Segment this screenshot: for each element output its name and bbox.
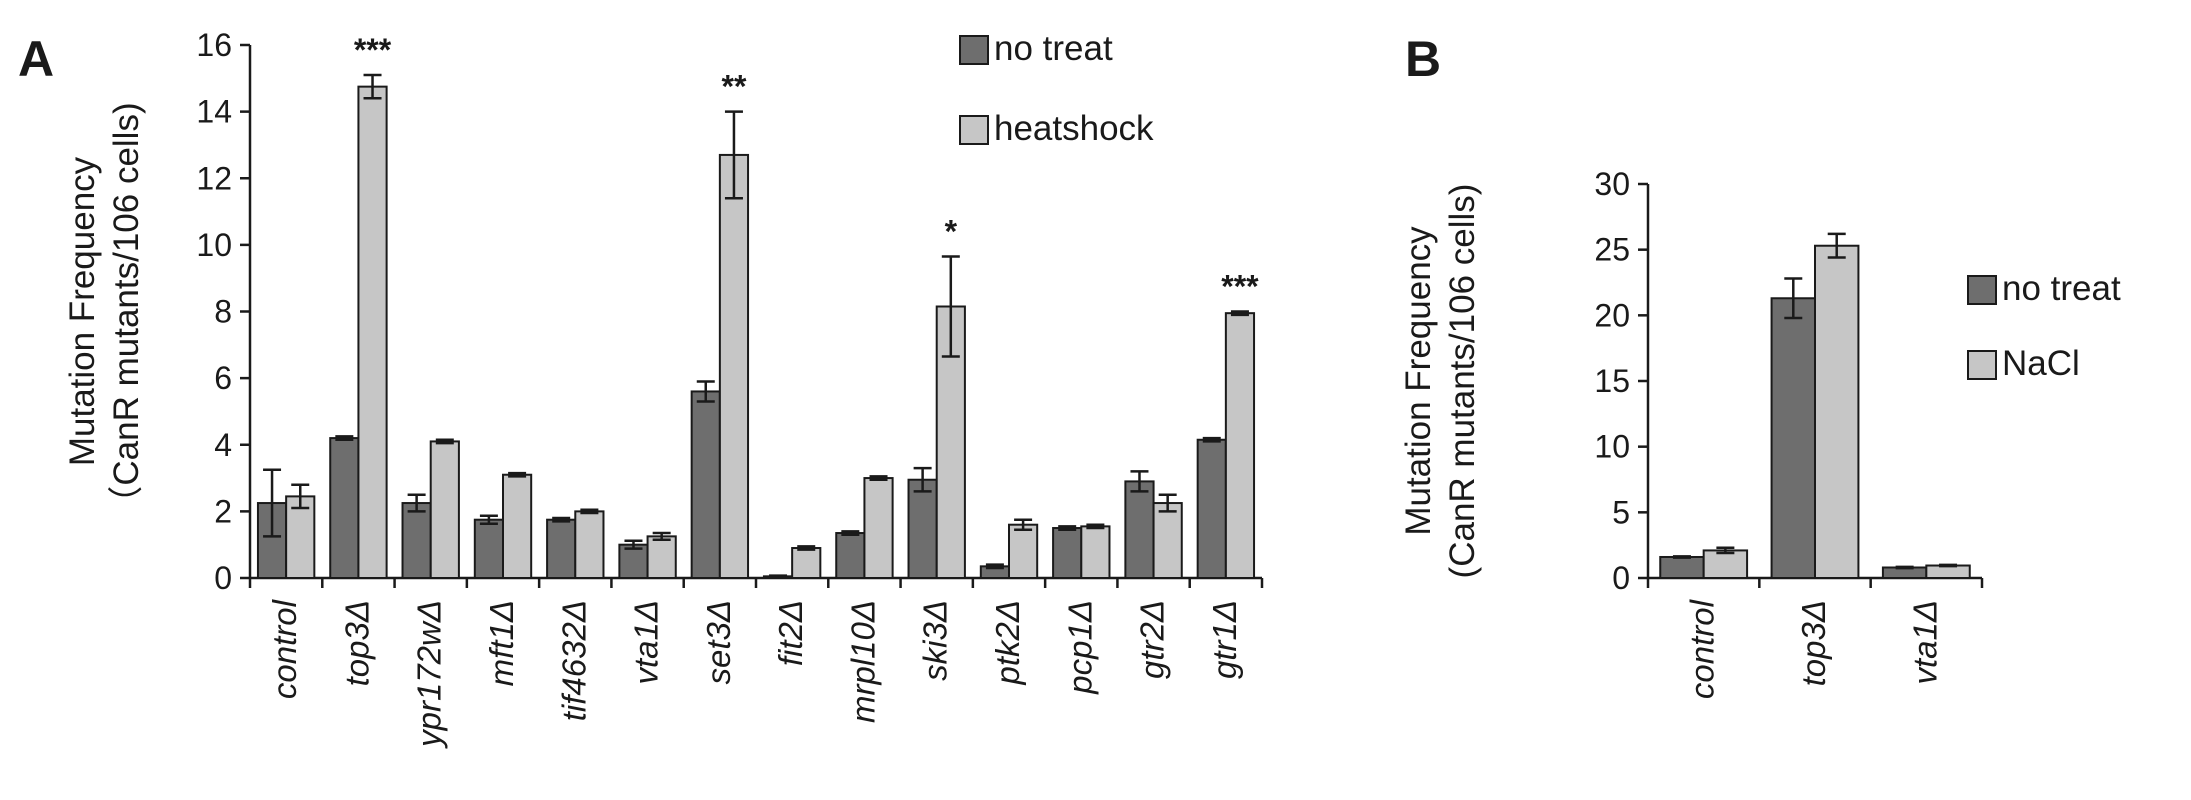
panel-a-category-label: ski3Δ [917,600,954,681]
panel-a-bar-treated [646,535,677,579]
panel-b-bar-no-treat [1659,555,1705,580]
panel-a-bar-treated [357,85,388,579]
panel-b-bar-treated [1814,244,1860,580]
panel-b-y-tick-label: 25 [1594,232,1630,268]
panel-a-bar-treated [502,473,533,580]
panel-a-category-label: mrpl10Δ [844,600,881,723]
panel-b-chart: B 0 5 10 15 20 25 30 Mutation Frequency (CanR mu… [1399,31,2121,699]
panel-a-y-tick-label: 16 [196,27,232,63]
panel-b-bar-treated [1702,549,1749,579]
panel-a-legend-swatch [959,35,989,65]
panel-a-category-label: control [266,598,303,699]
panel-a-category-label: ptk2Δ [989,600,1026,686]
panel-a-significance-marker: * [945,214,958,250]
panel-a-bar-no-treat [329,437,360,579]
panel-b-category-label: top3Δ [1795,600,1832,686]
panel-a-bar-treated [429,440,460,580]
panel-b-y-tick-label: 15 [1594,363,1630,399]
panel-a-category-label: top3Δ [338,600,375,686]
panel-b-category-label: control [1684,598,1721,699]
panel-b-y-tick-label: 30 [1594,166,1630,202]
panel-b-legend-swatch [1967,350,1997,380]
panel-a-category-label: tif4632Δ [555,600,592,721]
panel-b-legend-label: no treat [2002,269,2121,308]
panel-a-significance-marker: *** [354,32,392,68]
panel-a-category-label: fit2Δ [772,600,809,666]
panel-a-y-tick-label: 6 [214,360,232,396]
panel-a-bar-no-treat [1052,527,1083,579]
panel-b-bar-no-treat [1770,297,1816,579]
panel-a-bar-no-treat [401,502,432,579]
panel-b-letter: B [1405,31,1441,87]
panel-a-bar-treated [1080,525,1111,579]
panel-b-y-tick-label: 0 [1612,560,1630,596]
panel-b-legend-label: NaCl [2002,344,2080,383]
panel-a-y-tick-label: 10 [196,227,232,263]
panel-a-y-axis-label: Mutation Frequency [63,156,102,466]
panel-a-y-tick-label: 14 [196,94,232,130]
panel-a-significance-marker: *** [1221,269,1259,305]
panel-a-bar-treated [1224,312,1256,579]
panel-a-category-label: gtr2Δ [1134,600,1171,679]
panel-a-legend-label: heatshock [994,109,1154,148]
panel-a-category-label: vta1Δ [628,600,665,685]
panel-a-bar-treated [1008,523,1039,580]
panel-b-y-tick-label: 5 [1612,494,1630,530]
panel-a-y-tick-label: 4 [214,427,232,463]
panel-a-bar-treated [863,477,894,579]
panel-a-legend-label: no treat [994,29,1113,68]
panel-a-y-tick-label: 12 [196,160,232,196]
panel-a-bar-no-treat [546,518,577,579]
panel-a-bar-no-treat [907,478,938,579]
panel-a-bar-no-treat [1124,480,1155,579]
panel-a-y-axis-label: （CanR mutants/106 cells) [107,102,146,520]
panel-a-y-tick-label: 8 [214,294,232,330]
panel-a-y-tick-label: 2 [214,493,232,529]
panel-a-bar-treated [574,510,605,579]
panel-a-bar-treated [1152,502,1183,579]
panel-a-bar-treated [718,153,750,579]
panel-a-category-label: pcp1Δ [1061,600,1098,695]
panel-b-category-label: vta1Δ [1906,600,1943,685]
panel-a-bar-treated [791,547,822,579]
panel-a-legend-swatch [959,115,989,145]
panel-a-bar-no-treat [690,390,721,580]
panel-a-bar-no-treat [835,532,866,580]
panel-b-y-axis-label: (CanR mutants/106 cells) [1443,184,1482,579]
panel-a-bar-no-treat [1196,438,1227,579]
panel-b-y-axis-label: Mutation Frequency [1399,226,1438,536]
panel-a-chart: A 0 2 4 6 8 10 12 14 16 Mutation Frequency （CanR m… [18,27,1264,749]
panel-a-category-label: gtr1Δ [1206,600,1243,679]
panel-a-bar-no-treat [473,518,504,579]
panel-a-category-label: set3Δ [700,600,737,685]
panel-b-y-tick-label: 10 [1594,429,1630,465]
panel-a-significance-marker: ** [721,69,746,105]
panel-a-letter: A [18,31,54,87]
panel-b-legend-swatch [1967,275,1997,305]
panel-a-y-tick-label: 0 [214,560,232,596]
panel-a-category-label: mft1Δ [483,600,520,686]
panel-a-category-label: ypr172wΔ [411,600,448,749]
panel-b-y-tick-label: 20 [1594,297,1630,333]
